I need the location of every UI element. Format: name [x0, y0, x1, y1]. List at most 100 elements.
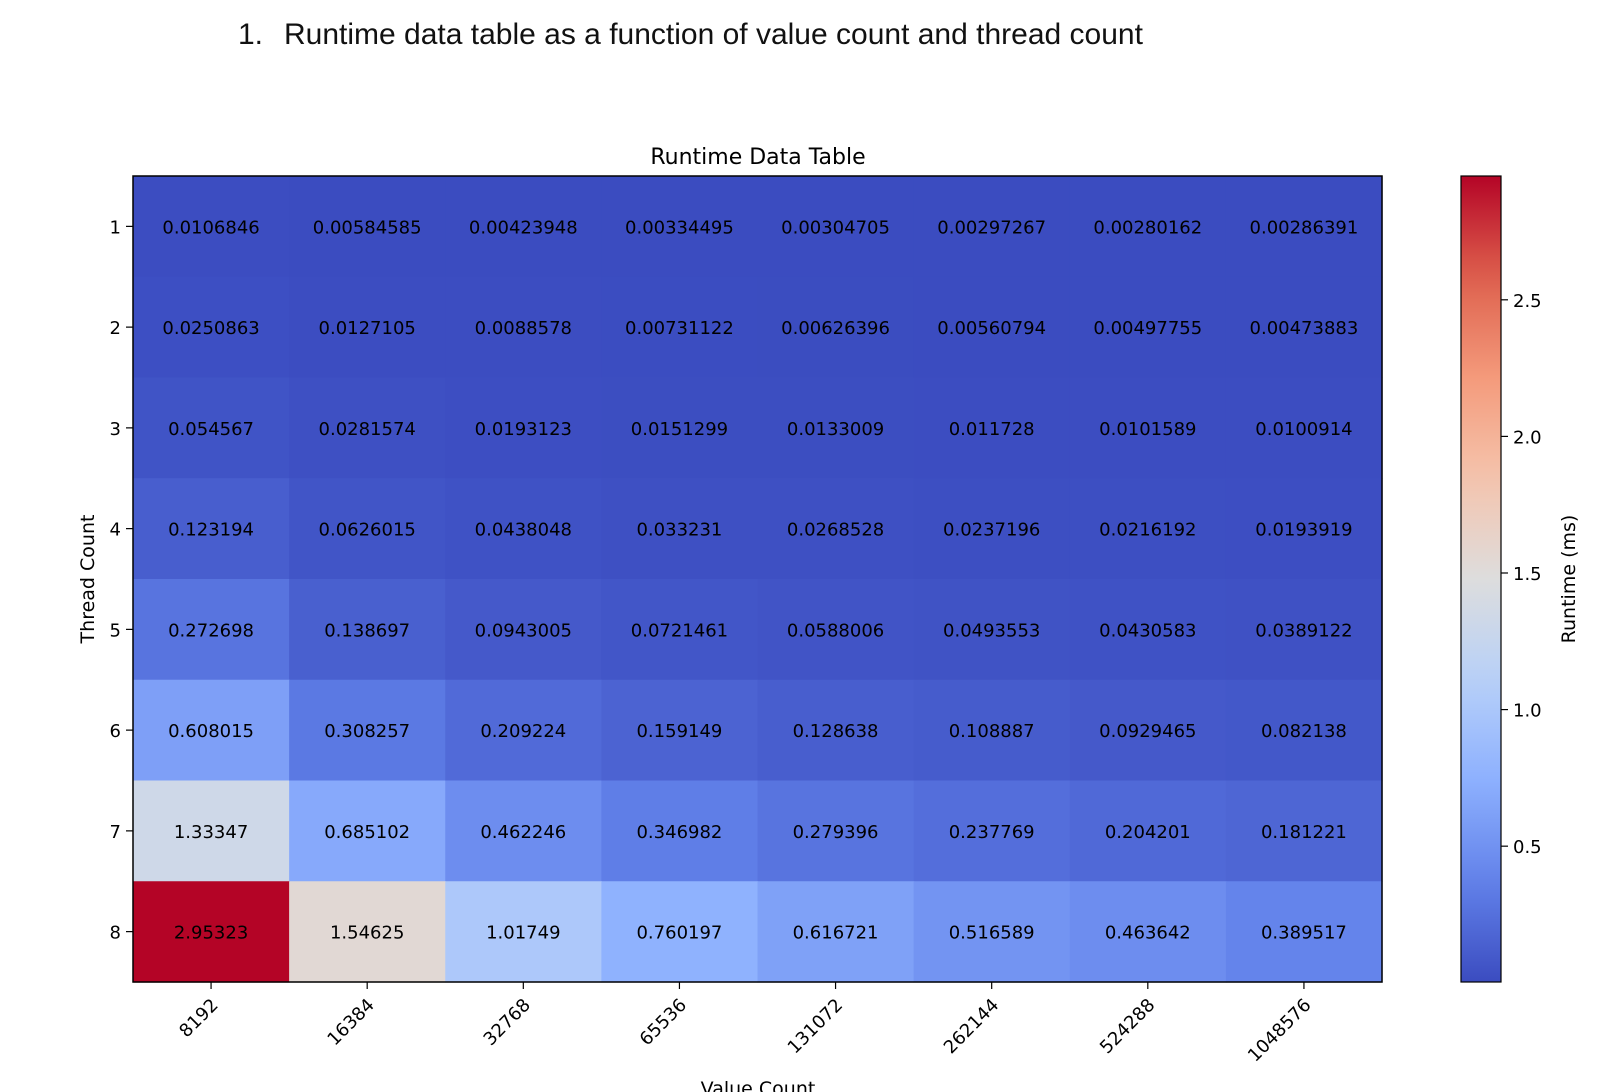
heatmap-cell: [1069, 881, 1227, 983]
cell-value-label: 0.0430583: [1099, 620, 1196, 641]
cell-value-label: 0.00626396: [781, 318, 890, 339]
heatmap-cell: [1225, 579, 1383, 681]
cell-value-label: 0.237769: [949, 822, 1035, 843]
heatmap-cell: [1225, 276, 1383, 379]
cell-value-label: 0.0588006: [787, 620, 884, 641]
cell-value-label: 0.00584585: [313, 217, 422, 238]
heatmap-cell: [133, 377, 290, 479]
heatmap-cell: [1069, 579, 1227, 681]
cell-value-label: 0.608015: [168, 721, 254, 742]
heatmap-cell: [913, 276, 1071, 379]
heatmap-cell: [133, 780, 290, 882]
cell-value-label: 0.0151299: [631, 419, 728, 440]
heatmap-cell-labels: 0.0106846 0.00584585 0.00423948 0.00334495 0…: [162, 217, 1358, 943]
heading-text: Runtime data table as a function of valu…: [284, 18, 1143, 51]
colorbar: [1460, 175, 1502, 983]
heatmap-cell: [601, 276, 759, 379]
x-tick-label: 131072: [784, 995, 847, 1058]
heading-number: 1.: [238, 18, 264, 51]
heatmap-cell: [445, 276, 602, 379]
x-tick-label: 32768: [480, 995, 535, 1050]
cell-value-label: 0.00304705: [781, 217, 890, 238]
cell-value-label: 0.0193123: [475, 419, 572, 440]
cell-value-label: 0.0127105: [319, 318, 416, 339]
cell-value-label: 0.463642: [1105, 923, 1191, 944]
heatmap-cell: [757, 881, 915, 983]
cell-value-label: 0.00280162: [1093, 217, 1202, 238]
heatmap-cell: [757, 176, 915, 278]
y-tick-label: 3: [110, 419, 121, 440]
cell-value-label: 0.138697: [324, 620, 410, 641]
heatmap-cell: [445, 176, 602, 278]
x-axis-label: Value Count: [701, 1078, 816, 1092]
chart-title: Runtime Data Table: [650, 145, 865, 170]
y-tick-label: 4: [110, 520, 121, 541]
cell-value-label: 0.389517: [1261, 923, 1347, 944]
cell-value-label: 0.0929465: [1099, 721, 1196, 742]
heatmap-cell: [757, 377, 915, 479]
x-tick-label: 65536: [636, 995, 691, 1050]
heatmap-cell: [133, 881, 290, 983]
cell-value-label: 0.0493553: [943, 620, 1040, 641]
cell-value-label: 0.108887: [949, 721, 1035, 742]
cell-value-label: 0.209224: [480, 721, 566, 742]
heatmap-cell: [1225, 478, 1383, 580]
heatmap-cell: [913, 478, 1071, 580]
heatmap-cell: [913, 579, 1071, 681]
cell-value-label: 0.0268528: [787, 520, 884, 541]
heatmap-cell: [601, 780, 759, 882]
cell-value-label: 0.0721461: [631, 620, 728, 641]
x-tick-label: 524288: [1096, 995, 1159, 1058]
cell-value-label: 2.95323: [174, 923, 248, 944]
y-tick-label: 8: [110, 923, 121, 944]
heatmap-cell: [601, 679, 759, 782]
y-tick-label: 7: [110, 822, 121, 843]
heatmap-cell: [757, 276, 915, 379]
colorbar-tick-label: 1.0: [1513, 701, 1542, 722]
heatmap-cell: [1069, 176, 1227, 278]
x-tick-label: 262144: [940, 995, 1003, 1058]
cell-value-label: 0.0389122: [1255, 620, 1352, 641]
cell-value-label: 0.082138: [1261, 721, 1347, 742]
x-axis-ticks: 8192 16384 32768 65536 131072 262144 524288 104…: [175, 982, 1315, 1066]
cell-value-label: 0.0193919: [1255, 520, 1352, 541]
heatmap-cell: [757, 679, 915, 782]
cell-value-label: 0.0237196: [943, 520, 1040, 541]
heatmap-cell: [601, 176, 759, 278]
heatmap-cell: [133, 679, 290, 782]
heatmap-cell: [445, 679, 602, 782]
cell-value-label: 0.0133009: [787, 419, 884, 440]
heatmap-cell: [289, 377, 446, 479]
cell-value-label: 0.685102: [324, 822, 410, 843]
heatmap-cell: [445, 579, 602, 681]
cell-value-label: 0.0106846: [162, 217, 259, 238]
heatmap-cell: [133, 579, 290, 681]
heatmap-cell: [289, 881, 446, 983]
heatmap-cell: [1069, 377, 1227, 479]
cell-value-label: 0.204201: [1105, 822, 1191, 843]
cell-value-label: 0.0088578: [475, 318, 572, 339]
heatmap-cell: [133, 276, 290, 379]
heatmap-cell: [289, 579, 446, 681]
heatmap-cell: [601, 579, 759, 681]
cell-value-label: 0.0101589: [1099, 419, 1196, 440]
cell-value-label: 0.346982: [636, 822, 722, 843]
heatmap-cell: [757, 579, 915, 681]
heatmap-cell: [289, 780, 446, 882]
heatmap-cell: [601, 478, 759, 580]
heatmap-cell: [1225, 176, 1383, 278]
heatmap-cell: [289, 276, 446, 379]
heatmap-cell: [1069, 276, 1227, 379]
cell-value-label: 0.128638: [793, 721, 879, 742]
cell-value-label: 0.616721: [793, 923, 879, 944]
heatmap-cell: [913, 881, 1071, 983]
y-tick-label: 5: [110, 620, 121, 641]
cell-value-label: 0.516589: [949, 923, 1035, 944]
cell-value-label: 1.33347: [174, 822, 248, 843]
heatmap-cell: [445, 881, 602, 983]
cell-value-label: 0.0943005: [475, 620, 572, 641]
colorbar-tick-label: 2.5: [1513, 291, 1542, 312]
heatmap-cell: [601, 377, 759, 479]
heatmap-cell: [445, 377, 602, 479]
